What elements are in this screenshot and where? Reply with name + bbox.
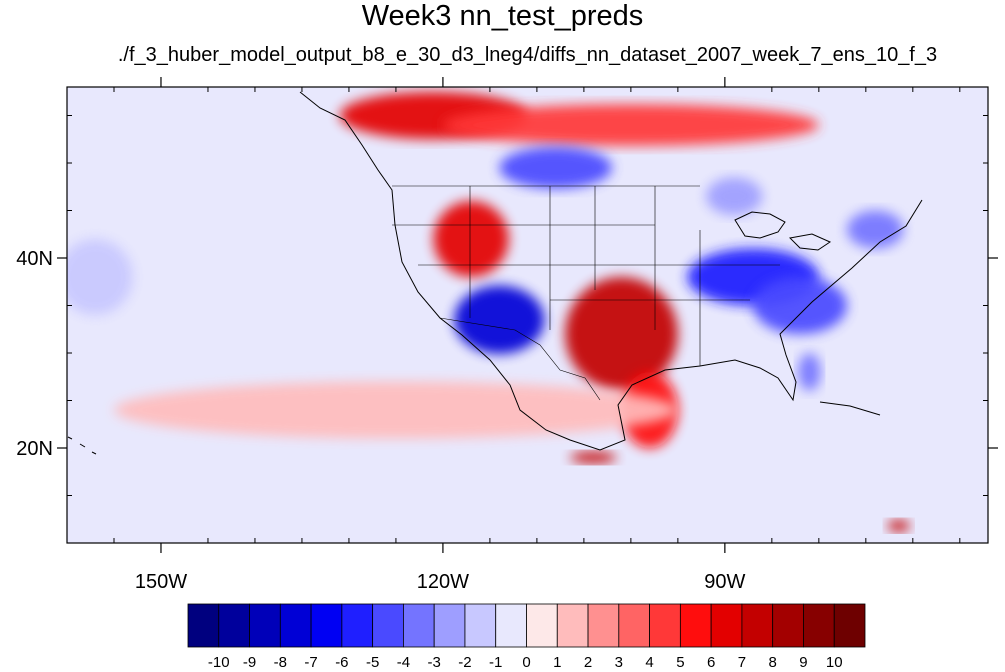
colorbar-swatch (495, 603, 527, 648)
colorbar-swatch (556, 603, 589, 648)
colorbar-swatch (772, 603, 804, 648)
colorbar-swatch (249, 603, 281, 648)
anomaly-region-south-plains-warm (565, 277, 678, 391)
colorbar-level-label: -1 (489, 654, 502, 671)
us-mexico-border (439, 317, 601, 401)
anomaly-region-gulf-warm-spot (569, 451, 617, 464)
colorbar-level-label: -10 (208, 654, 230, 671)
colorbar-swatch (587, 603, 620, 648)
hawaii-islands (67, 436, 97, 455)
colorbar-swatch (218, 603, 250, 648)
colorbar-swatch (803, 603, 835, 648)
colorbar-level-label: 10 (826, 654, 843, 671)
colorbar-level-label: 3 (615, 654, 623, 671)
colorbar-swatch (710, 603, 743, 648)
colorbar-level-label: 9 (799, 654, 807, 671)
colorbar-swatch (433, 603, 466, 648)
colorbar-level-label: -2 (458, 654, 471, 671)
state-borders (392, 185, 780, 401)
lat-tick-label: 20N (16, 438, 53, 460)
lon-tick-label: 150W (135, 571, 187, 593)
coastlines (67, 91, 923, 455)
map-panel: 150W 120W 90W 20N 40N (16, 77, 998, 593)
axis-ticks (57, 77, 998, 553)
lat-tick-label: 40N (16, 248, 53, 270)
great-lakes-outline (734, 211, 832, 251)
colorbar-level-label: -6 (335, 654, 348, 671)
colorbar-level-label: 7 (738, 654, 746, 671)
interior-state-lines (392, 186, 780, 366)
colorbar-swatch (464, 603, 497, 648)
anomaly-region-southwest-cold (454, 285, 545, 354)
colorbar-level-label: 4 (645, 654, 653, 671)
colorbar: -10 -9 -8 -7 -6 -5 -4 -3 -2 -1 0 1 2 3 4 5 6 7 8 9 10 (187, 603, 866, 671)
anomaly-region-caribbean-warm (887, 520, 910, 532)
colorbar-swatch (833, 603, 866, 648)
anomaly-field (67, 91, 910, 532)
colorbar-swatch (372, 603, 404, 648)
colorbar-level-label: 8 (769, 654, 777, 671)
anomaly-region-great-basin-warm (433, 201, 509, 277)
colorbar-level-label: 6 (707, 654, 715, 671)
colorbar-swatch (679, 603, 712, 648)
colorbar-level-label: -4 (397, 654, 410, 671)
cuba-outline (819, 401, 881, 416)
colorbar-level-label: -5 (366, 654, 379, 671)
anomaly-region-canada-warm-band (442, 104, 819, 146)
colorbar-swatch (403, 603, 435, 648)
colorbar-swatch (341, 603, 374, 648)
plot-title: Week3 nn_test_preds (361, 0, 644, 32)
anomaly-region-northwest-cold-pocket (499, 146, 613, 189)
colorbar-swatch (187, 603, 220, 648)
colorbar-swatch (741, 603, 774, 648)
colorbar-swatch (618, 603, 650, 648)
anomaly-region-great-lakes-cold (706, 177, 763, 216)
colorbar-swatch (526, 603, 558, 648)
anomaly-region-pacific-cool-west (67, 239, 133, 315)
colorbar-level-label: -7 (304, 654, 317, 671)
map-frame (66, 86, 989, 544)
colorbar-level-label: 1 (553, 654, 561, 671)
anomaly-region-southeast-cold (753, 277, 848, 334)
colorbar-level-label: -9 (243, 654, 256, 671)
anomaly-region-florida-cold (798, 353, 821, 391)
anomaly-region-new-england-cold (847, 210, 904, 249)
colorbar-level-label: -8 (274, 654, 287, 671)
colorbar-level-label: 5 (676, 654, 684, 671)
colorbar-swatch (649, 603, 681, 648)
anomaly-region-pacific-warm-band (113, 381, 678, 439)
colorbar-swatch (310, 603, 343, 648)
plot-subtitle: ./f_3_huber_model_output_b8_e_30_d3_lneg… (117, 44, 938, 66)
colorbar-level-label: 0 (522, 654, 530, 671)
colorbar-level-label: 2 (584, 654, 592, 671)
colorbar-swatch (279, 603, 312, 648)
north-america-coastline (299, 91, 923, 451)
colorbar-level-label: -3 (428, 654, 441, 671)
lon-tick-label: 90W (704, 571, 745, 593)
axis-labels: 150W 120W 90W 20N 40N (16, 248, 745, 593)
lon-tick-label: 120W (417, 571, 469, 593)
